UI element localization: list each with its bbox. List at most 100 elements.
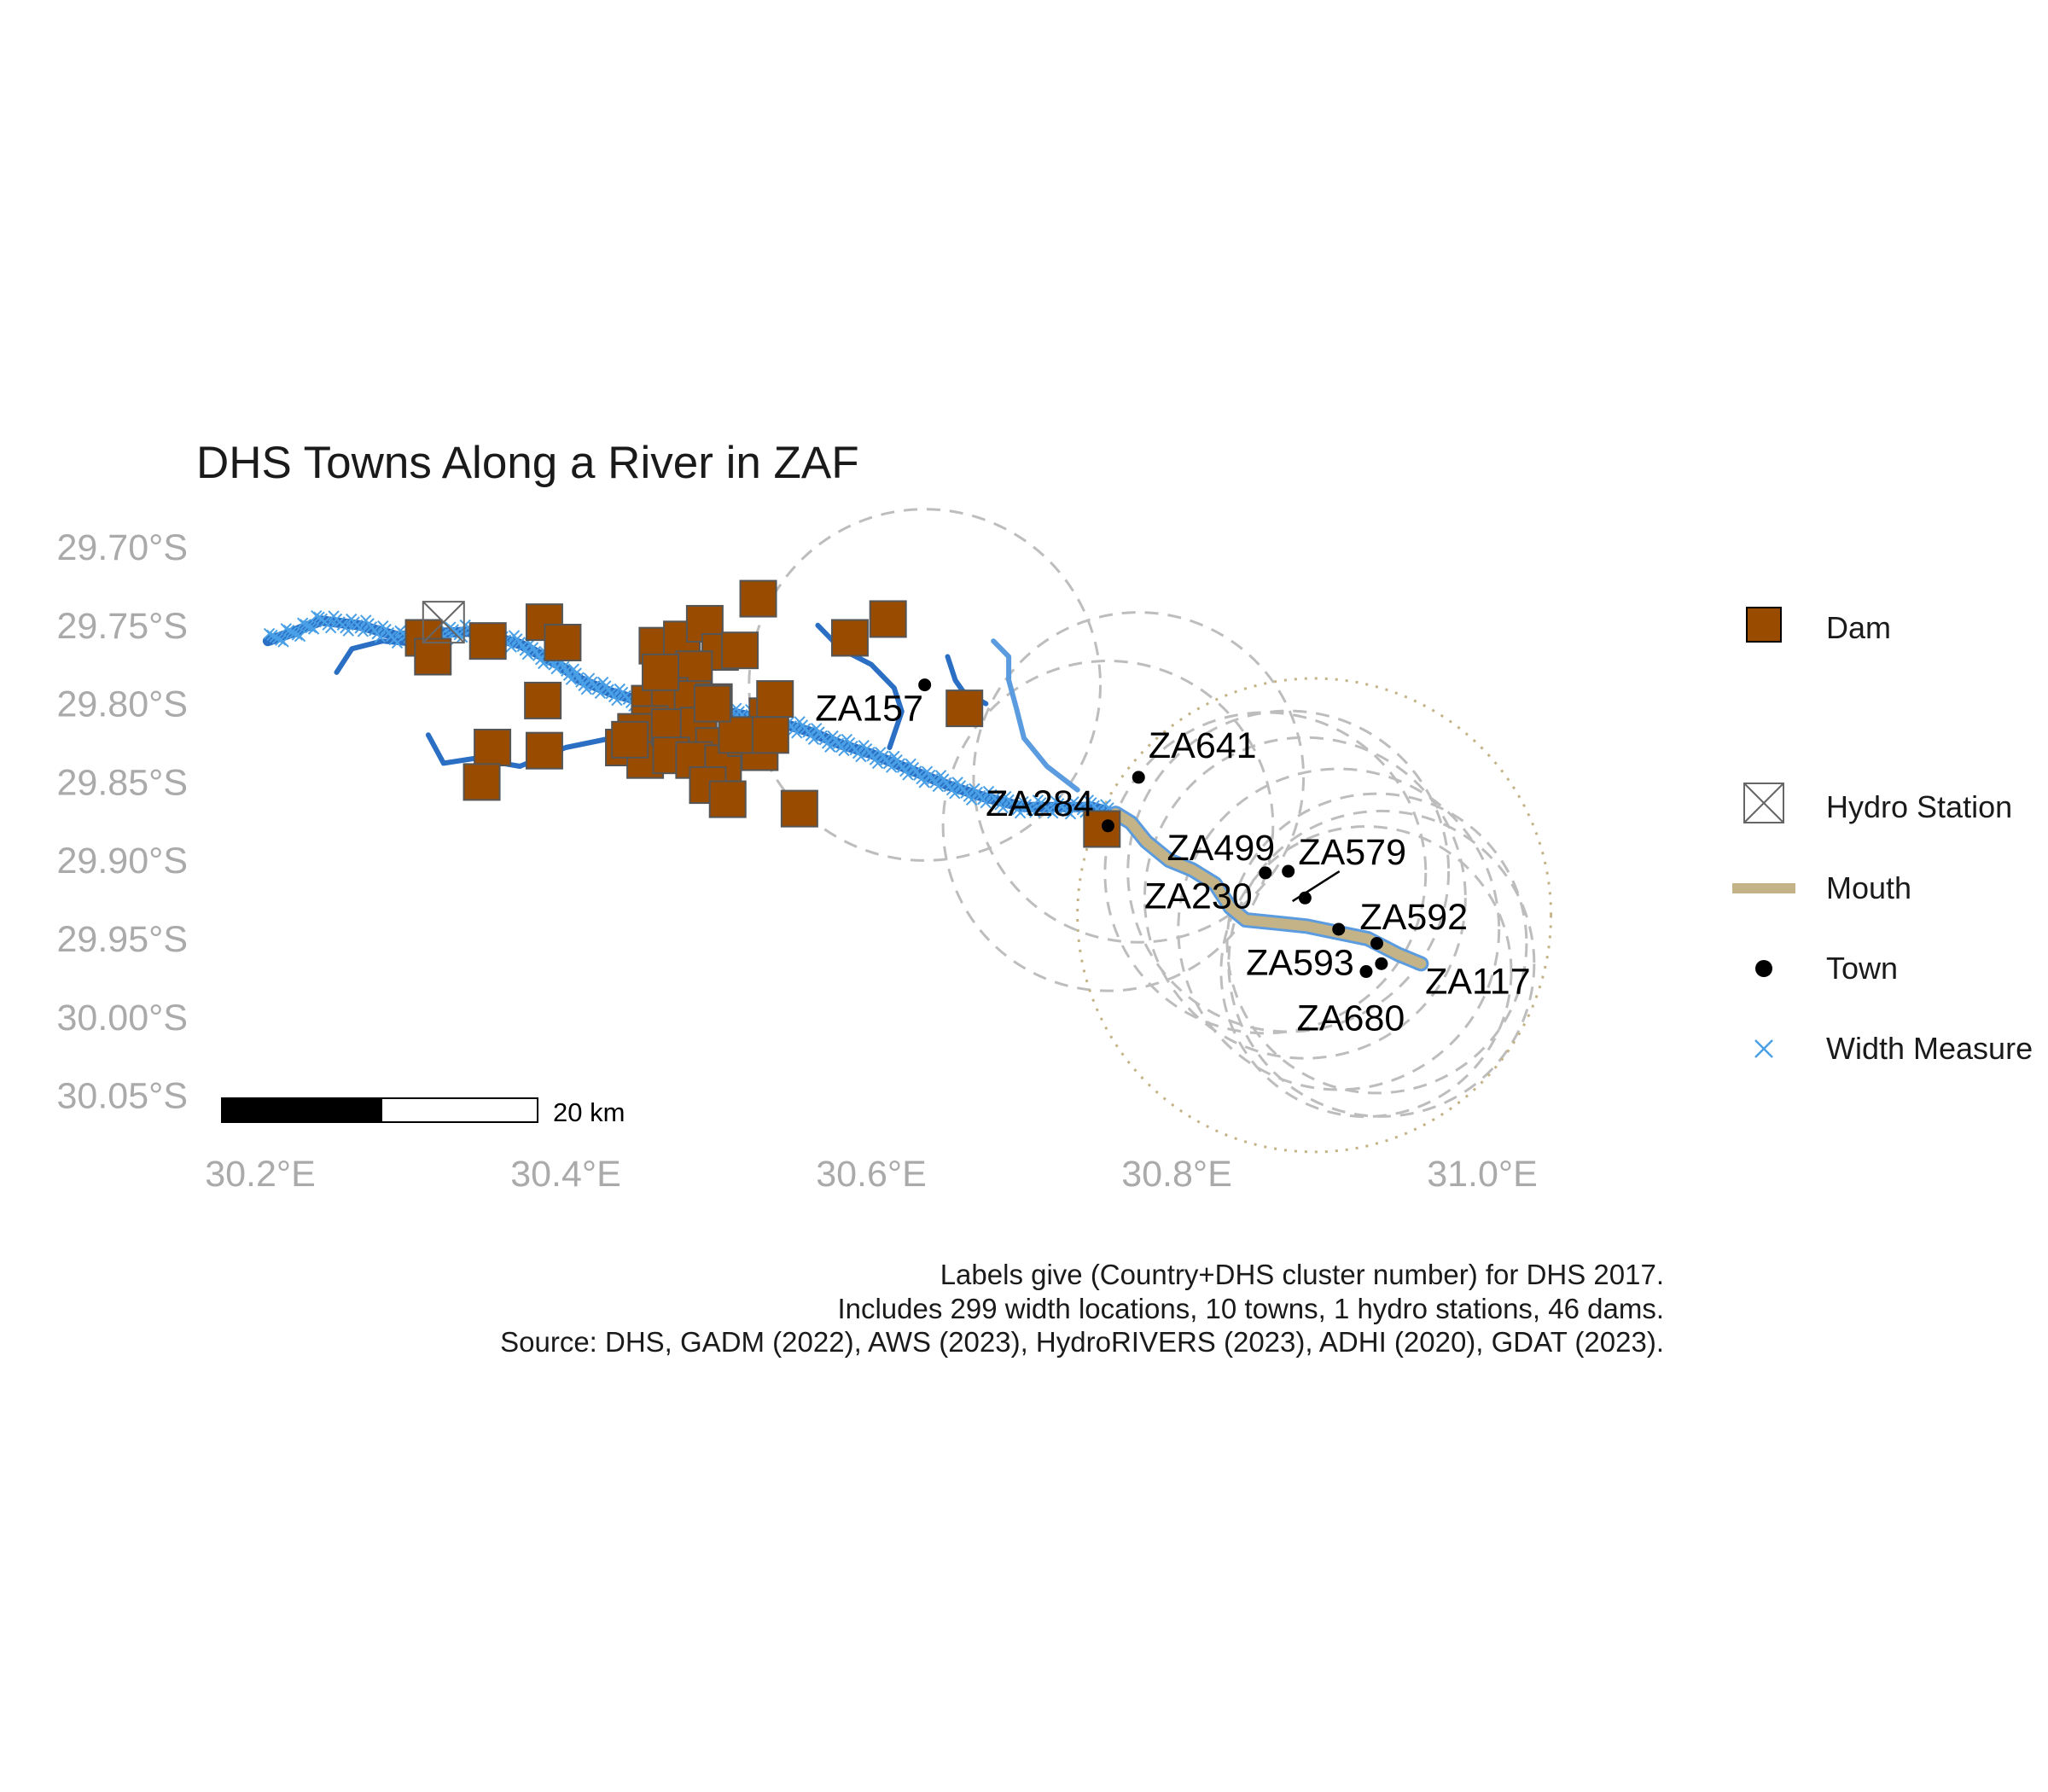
caption-line-2: Includes 299 width locations, 10 towns, … xyxy=(837,1293,1664,1324)
town-marker xyxy=(1259,866,1272,880)
width-measure-mark xyxy=(282,625,295,637)
town-buffer-circle xyxy=(748,508,1103,862)
dam-marker xyxy=(721,631,759,670)
x-tick-label: 30.2°E xyxy=(205,1154,316,1195)
width-measure-mark xyxy=(277,636,289,648)
width-measure-mark xyxy=(980,797,992,809)
width-measure-mark xyxy=(297,617,309,629)
y-tick-label: 29.80°S xyxy=(57,684,188,725)
town-dot-icon xyxy=(1755,960,1772,977)
width-measure-mark xyxy=(391,637,404,649)
dam-marker xyxy=(524,681,562,719)
width-measure-mark xyxy=(871,757,884,770)
legend-item-dam: Dam xyxy=(1746,607,1891,645)
dam-marker xyxy=(468,622,507,660)
width-measure-mark xyxy=(949,788,961,800)
town-label: ZA592 xyxy=(1359,897,1468,938)
width-measure-mark xyxy=(1029,806,1041,818)
caption-line-3: Source: DHS, GADM (2022), AWS (2023), Hy… xyxy=(500,1326,1664,1358)
width-measure-mark xyxy=(855,750,867,763)
dams xyxy=(404,579,1121,848)
x-tick-label: 30.8°E xyxy=(1121,1154,1232,1195)
dam-marker xyxy=(611,720,649,759)
town-labels: ZA157 ZA641 ZA284 ZA499 ZA579 ZA230 ZA592ZA593… xyxy=(815,689,1530,1039)
dam-marker xyxy=(693,684,731,723)
width-measure-mark xyxy=(374,631,387,643)
width-measure-mark xyxy=(300,619,311,631)
town-marker xyxy=(1101,819,1114,833)
town-buffer-circle xyxy=(1177,767,1501,1091)
width-measure-mark xyxy=(580,683,593,695)
caption: Labels give (Country+DHS cluster number)… xyxy=(500,1259,1664,1358)
legend-label-mouth: Mouth xyxy=(1826,870,1911,905)
hydro-station-icon xyxy=(1743,783,1784,823)
town-buffer-circle xyxy=(972,611,1306,944)
width-measure-mark xyxy=(965,794,978,806)
caption-line-1: Labels give (Country+DHS cluster number)… xyxy=(940,1259,1664,1290)
x-tick-label: 31.0°E xyxy=(1427,1154,1538,1195)
scale-bar-white-segment xyxy=(381,1097,538,1123)
width-measure-mark xyxy=(594,687,607,700)
town-label: ZA117 xyxy=(1425,961,1531,1002)
town-marker xyxy=(1359,965,1373,979)
width-measure-mark xyxy=(807,733,820,746)
hydro-station-marker xyxy=(422,601,465,644)
town-label: ZA230 xyxy=(1144,876,1253,916)
x-tick-label: 30.6°E xyxy=(816,1154,927,1195)
scale-bar-black-segment xyxy=(221,1097,382,1123)
width-measure-mark xyxy=(288,627,300,639)
width-measure-mark xyxy=(357,625,369,637)
dam-marker xyxy=(739,579,777,618)
y-tick-label: 30.00°S xyxy=(57,998,188,1039)
width-measure-mark xyxy=(885,761,898,773)
dam-marker xyxy=(869,600,907,638)
legend-label-town: Town xyxy=(1826,951,1898,986)
width-measure-mark xyxy=(932,780,945,793)
dam-marker xyxy=(463,763,501,801)
town-marker xyxy=(1282,864,1295,878)
y-tick-label: 29.95°S xyxy=(57,919,188,960)
dam-marker xyxy=(544,623,582,661)
y-axis-ticks: 29.70°S 29.75°S 29.80°S 29.85°S 29.90°S 29.95… xyxy=(57,527,188,1117)
town-label: ZA680 xyxy=(1297,998,1405,1039)
town-buffer-circle xyxy=(1143,736,1467,1060)
town-buffer-circle xyxy=(1126,709,1451,1033)
y-tick-label: 29.90°S xyxy=(57,841,188,881)
y-tick-label: 29.85°S xyxy=(57,762,188,803)
width-measure-mark xyxy=(291,629,304,641)
town-marker xyxy=(1375,957,1388,970)
legend-label-width-measure: Width Measure xyxy=(1826,1031,2033,1066)
dam-marker xyxy=(474,729,512,767)
width-measure-mark xyxy=(311,609,323,622)
legend-item-hydro-station: Hydro Station xyxy=(1743,783,2012,824)
width-measure-mark xyxy=(611,694,623,707)
legend-label-dam: Dam xyxy=(1826,610,1891,645)
tributary-line xyxy=(991,638,1080,793)
dam-marker xyxy=(945,689,984,728)
label-leader-line xyxy=(1291,870,1341,903)
hydro-stations xyxy=(422,601,465,644)
dam-marker xyxy=(1083,810,1121,848)
town-buffer-circle xyxy=(1219,825,1513,1119)
width-measure-mark xyxy=(302,620,314,632)
width-measure-mark xyxy=(342,625,355,637)
width-measure-mark xyxy=(294,630,306,643)
dam-marker xyxy=(830,619,869,657)
town-label: ZA641 xyxy=(1149,725,1257,766)
dam-marker xyxy=(525,731,563,770)
scale-bar: 20 km xyxy=(221,1097,625,1127)
width-measure-mark xyxy=(307,623,320,635)
width-measure-mark xyxy=(824,741,836,753)
town-buffer-circle xyxy=(941,659,1275,992)
legend-item-width-measure: Width Measure xyxy=(1754,1031,2033,1066)
width-measure-mark xyxy=(324,621,337,634)
dam-square-icon xyxy=(1746,607,1782,643)
town-label: ZA579 xyxy=(1298,832,1406,873)
dam-marker xyxy=(756,680,794,719)
town-marker xyxy=(1132,771,1145,784)
town-label: ZA499 xyxy=(1167,828,1275,869)
width-measure-mark xyxy=(1046,807,1059,819)
town-buffers xyxy=(748,508,1553,1154)
